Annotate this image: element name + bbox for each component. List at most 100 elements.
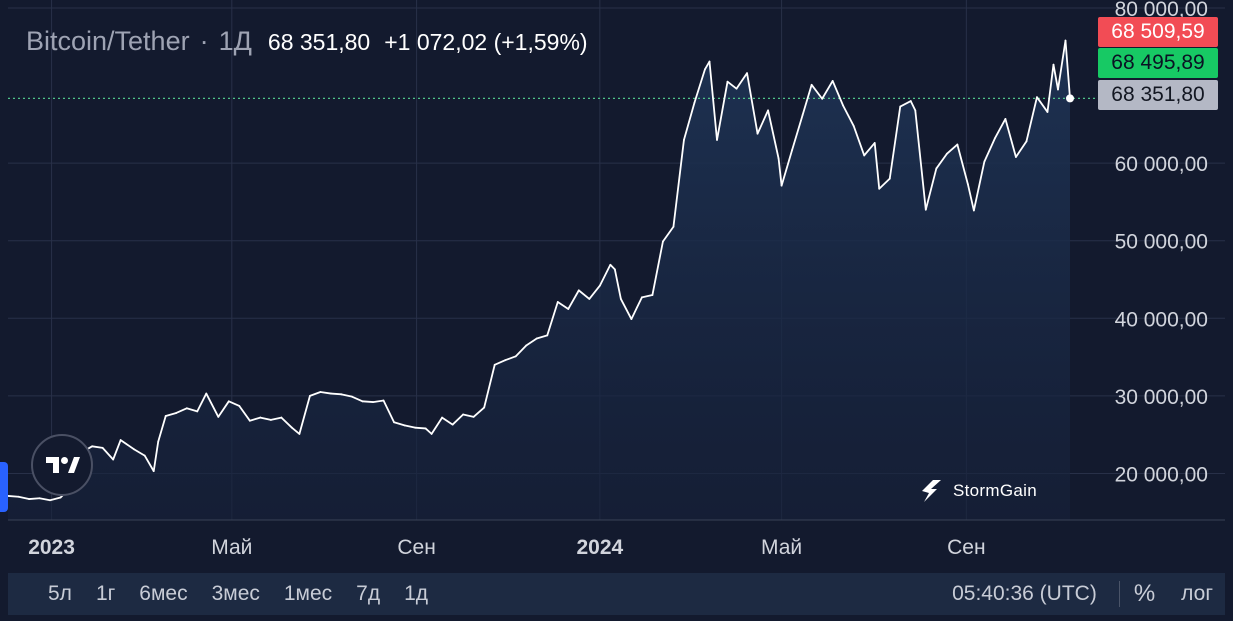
x-tick-label: Май [761,536,802,559]
price-segment [956,143,969,186]
price-segment [472,406,486,418]
chart-legend: Bitcoin/Tether · 1Д 68 351,80 +1 072,02 … [26,26,588,57]
x-tick-label: Сен [947,536,985,559]
y-tick-label: 60 000,00 [1115,153,1208,176]
price-segment [556,301,570,310]
price-segment [567,289,580,310]
last-price-value: 68 351,80 [267,29,371,55]
price-segment [708,60,718,141]
price-segment [525,337,538,347]
price-segment [983,137,996,163]
price-segment [726,80,738,90]
stormgain-watermark: StormGain [918,478,1037,504]
price-segment [1064,39,1071,100]
price-segment [175,407,188,414]
price-segment [414,426,427,430]
x-tick-label: Сен [397,536,435,559]
price-segment [112,439,122,461]
price-segment [290,426,301,435]
range-1d-button[interactable]: 1д [404,582,429,605]
price-segment [693,68,706,104]
price-segment [1015,140,1028,158]
price-segment [227,400,241,407]
price-segment [382,399,395,424]
range-1y-button[interactable]: 1г [95,582,116,605]
side-panel-handle[interactable] [0,462,8,512]
price-segment [280,416,293,429]
price-segment [462,413,475,418]
price-segment [49,496,62,502]
price-segment [672,138,685,228]
price-segment [966,183,975,212]
price-segment [716,80,729,141]
price-segment [152,440,160,473]
price-segment [780,149,794,187]
range-1m-button[interactable]: 1мес [283,582,333,605]
price-change-value: +1 072,02 (+1,59%) [384,29,588,55]
range-5y-button[interactable]: 5л [48,582,72,605]
price-segment [7,495,20,498]
price-segment [878,177,891,190]
range-6m-button[interactable]: 6мес [139,582,188,605]
price-segment [298,394,311,435]
price-segment [1036,96,1049,113]
y-tick-label: 30 000,00 [1115,386,1208,409]
price-segment [613,268,622,300]
price-segment [767,109,780,160]
price-area [8,40,1070,520]
price-segment [662,225,675,243]
price-segment [430,416,444,435]
price-segment [185,407,199,413]
price-segment [630,296,643,320]
price-segment [91,445,104,449]
price-segment [651,240,664,296]
range-7d-button[interactable]: 7д [356,582,381,605]
price-segment [319,391,332,395]
price-segment [238,405,251,422]
price-segment [746,72,759,135]
bid-price-tag: 68 495,89 [1098,48,1218,78]
log-scale-button[interactable]: лог [1181,582,1213,605]
price-segment [683,101,696,141]
price-segment [441,416,454,426]
price-segment [514,344,528,358]
ask-price-tag: 68 509,59 [1098,17,1218,47]
range-3m-button[interactable]: 3мес [211,582,260,605]
price-segment [756,109,769,135]
price-segment [535,334,549,340]
price-segment [309,391,322,397]
price-segment [403,424,416,429]
legend-separator: · [199,26,209,56]
price-segment [196,392,208,413]
y-tick-label: 20 000,00 [1115,463,1208,486]
price-segment [248,416,262,422]
price-segment [810,83,824,100]
tradingview-logo[interactable] [31,434,93,496]
price-segment [909,100,917,112]
percent-scale-button[interactable]: % [1133,580,1156,607]
price-segment [1052,63,1059,91]
tradingview-icon [46,457,80,473]
price-segment [504,355,517,362]
price-chart[interactable]: 20 000,00 30 000,00 40 000,00 50 000,00 60 0… [0,0,1233,565]
price-segment [483,363,496,409]
x-axis[interactable]: 2023 Май Сен 2024 Май Сен [28,536,985,559]
price-segment [598,263,612,287]
interval-label[interactable]: 1Д [218,26,252,56]
price-segment [451,413,465,426]
utc-clock[interactable]: 05:40:36 (UTC) [952,582,1097,605]
price-segment [133,448,146,457]
price-segment [1004,118,1017,158]
price-segment [205,392,220,418]
price-segment [924,167,938,211]
y-tick-label: 80 000,00 [1115,0,1208,21]
price-segment [842,104,855,127]
price-segment [119,439,136,451]
x-tick-label: 2023 [28,536,75,559]
price-segment [259,416,272,421]
symbol-name[interactable]: Bitcoin/Tether [26,26,190,56]
y-tick-label: 50 000,00 [1115,231,1208,254]
price-segment [873,142,881,190]
last-price-dot [1066,94,1074,103]
price-segment [361,400,374,403]
